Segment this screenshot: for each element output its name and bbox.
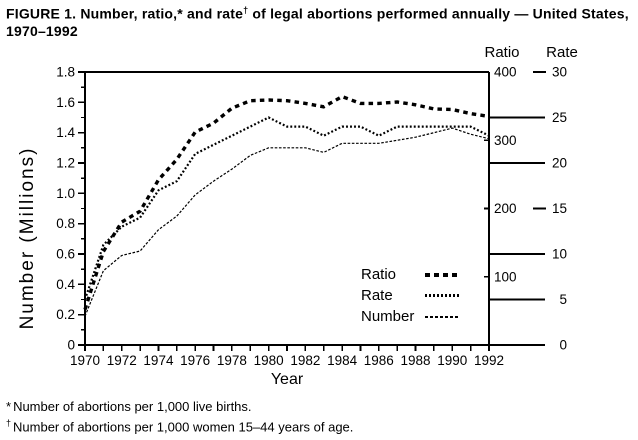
- legend-label-number: Number: [361, 308, 415, 325]
- rate-series-line: [83, 116, 490, 300]
- left-axis-tick-label: 0.2: [56, 307, 75, 322]
- dagger-marker: †: [6, 418, 12, 428]
- x-axis-tick-label: 1990: [437, 353, 467, 368]
- figure-title: FIGURE 1. Number, ratio,* and rate† of l…: [6, 5, 630, 40]
- rate-axis-tick-label: 20: [552, 156, 567, 171]
- left-axis-tick-label: 0.4: [56, 277, 75, 292]
- x-axis-tick-label: 1978: [217, 353, 247, 368]
- number-line-sample-icon: [425, 315, 459, 318]
- dagger-superscript: †: [243, 5, 249, 15]
- x-axis-tick-label: 1980: [254, 353, 284, 368]
- left-axis-tick-label: 1.0: [56, 186, 75, 201]
- x-axis-title: Year: [270, 371, 304, 388]
- legend: Ratio Rate Number: [361, 264, 459, 327]
- left-axis-tick-label: 0: [67, 338, 75, 353]
- ratio-axis-tick-label: 100: [494, 269, 517, 284]
- x-axis-tick-label: 1972: [107, 353, 137, 368]
- legend-item-rate: Rate: [361, 285, 459, 306]
- footnote-rate-text: Number of abortions per 1,000 women 15–4…: [13, 419, 354, 435]
- legend-item-number: Number: [361, 306, 459, 327]
- x-axis-tick-label: 1982: [290, 353, 320, 368]
- rate-axis-tick-label: 30: [552, 65, 567, 80]
- footnote-rate: † Number of abortions per 1,000 women 15–…: [6, 415, 353, 435]
- rate-axis-tick-label: 0: [559, 338, 567, 353]
- asterisk-marker: *: [6, 399, 12, 414]
- legend-label-ratio: Ratio: [361, 266, 397, 283]
- rate-axis-tick-label: 10: [552, 247, 567, 262]
- x-axis-tick-label: 1976: [180, 353, 210, 368]
- x-axis-tick-label: 1992: [474, 353, 504, 368]
- x-axis-tick-label: 1986: [364, 353, 394, 368]
- x-axis-tick-label: 1984: [327, 353, 358, 368]
- footnote-ratio-text: Number of abortions per 1,000 live birth…: [13, 399, 252, 414]
- left-axis-tick-label: 0.6: [56, 247, 75, 262]
- ratio-axis-tick-label: 200: [494, 201, 517, 216]
- number-series-line: [84, 127, 490, 317]
- figure-title-text-2: of legal abortions performed annually — …: [6, 5, 629, 39]
- footnotes: * Number of abortions per 1,000 live birt…: [6, 399, 353, 435]
- figure-title-text: FIGURE 1. Number, ratio,* and rate: [6, 5, 244, 22]
- x-axis-tick-label: 1974: [143, 353, 174, 368]
- left-axis-tick-label: 0.8: [56, 216, 75, 231]
- ratio-axis-tick-label: 300: [494, 133, 517, 148]
- ratio-axis-tick-label: 400: [494, 65, 517, 80]
- rate-line-sample-icon: [425, 294, 459, 297]
- ratio-series-line: [83, 94, 490, 311]
- rate-axis-tick-label: 25: [552, 110, 567, 125]
- ratio-axis-title: Ratio: [484, 44, 520, 61]
- left-axis-tick-label: 1.8: [56, 65, 75, 80]
- rate-axis-tick-label: 5: [559, 292, 567, 307]
- x-axis-tick-label: 1970: [70, 353, 100, 368]
- ratio-line-sample-icon: [425, 272, 459, 277]
- rate-axis-title: Rate: [546, 44, 578, 61]
- x-axis-tick-label: 1988: [401, 353, 431, 368]
- legend-label-rate: Rate: [361, 287, 393, 304]
- left-axis-tick-label: 1.6: [56, 95, 75, 110]
- rate-axis-tick-label: 15: [552, 201, 567, 216]
- footnote-ratio: * Number of abortions per 1,000 live birt…: [6, 399, 353, 415]
- left-axis-tick-label: 1.2: [56, 156, 75, 171]
- left-axis-tick-label: 1.4: [56, 125, 75, 140]
- legend-item-ratio: Ratio: [361, 264, 459, 285]
